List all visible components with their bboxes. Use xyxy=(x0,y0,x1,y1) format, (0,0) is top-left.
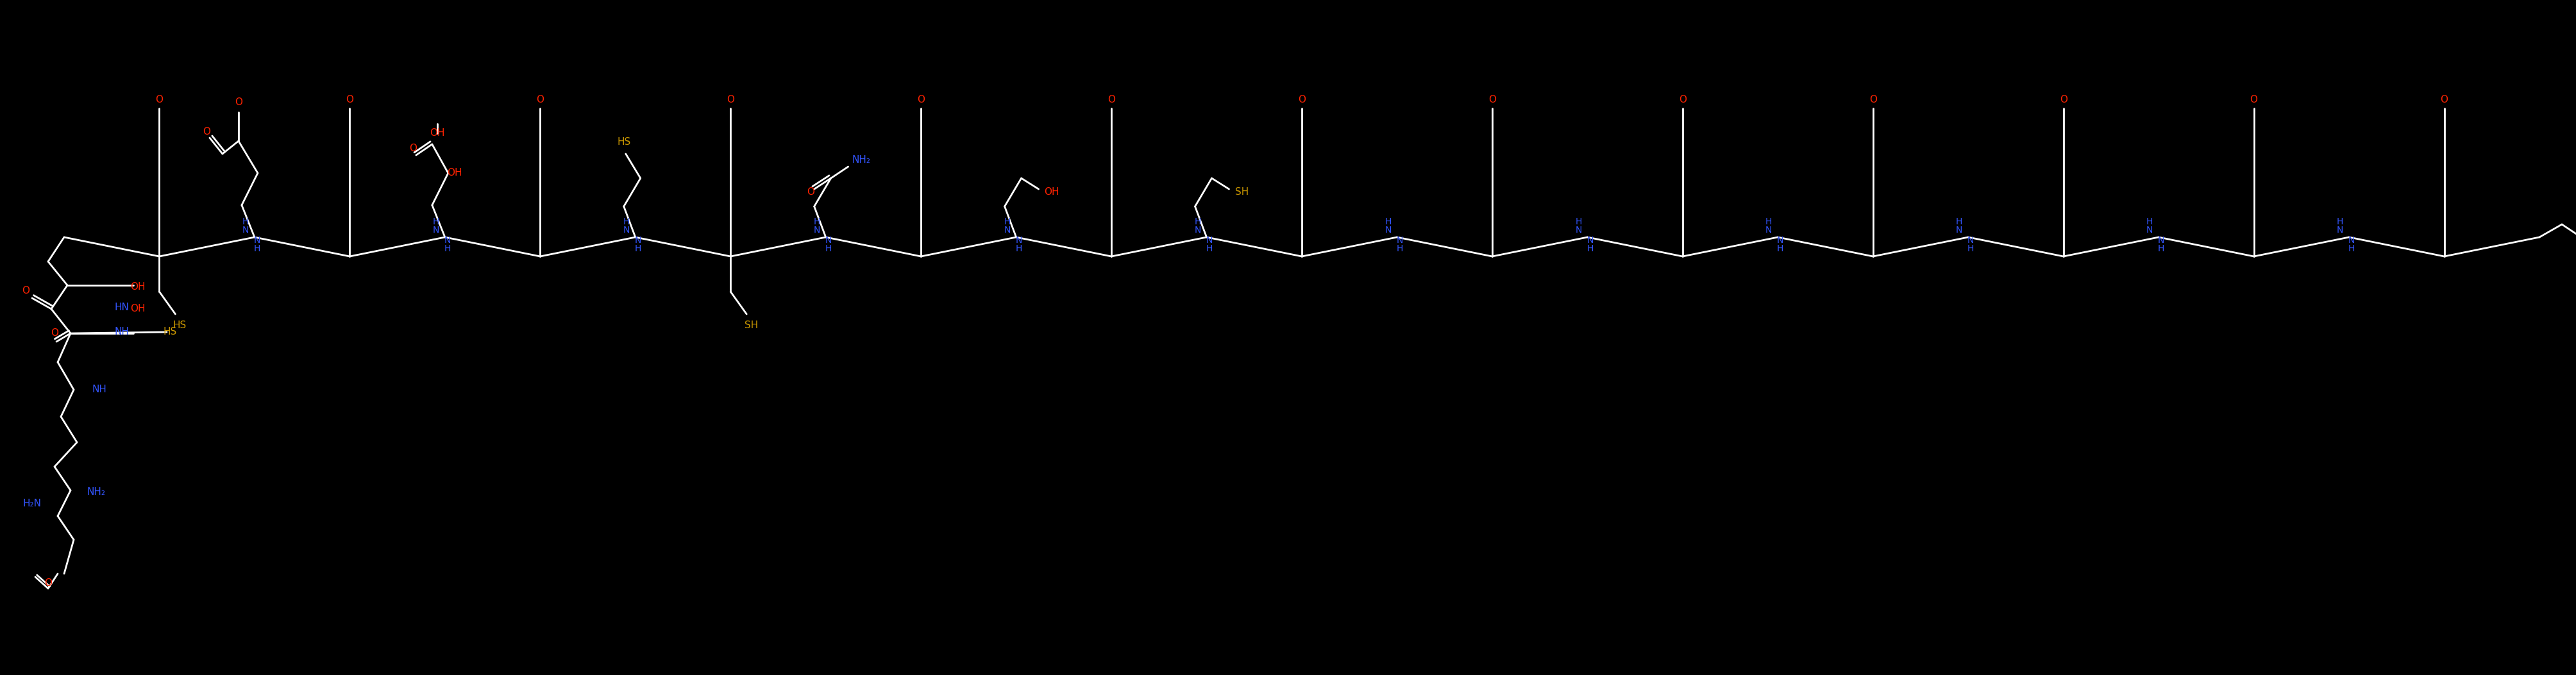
Text: O: O xyxy=(1870,95,1878,104)
Text: H: H xyxy=(2159,244,2164,253)
Text: H: H xyxy=(814,217,819,226)
Text: H: H xyxy=(1386,217,1391,226)
Text: H: H xyxy=(1955,217,1963,226)
Text: N: N xyxy=(1955,225,1963,235)
Text: O: O xyxy=(1298,95,1306,104)
Text: HS: HS xyxy=(618,138,631,147)
Text: NH: NH xyxy=(113,327,129,337)
Text: SH: SH xyxy=(744,321,757,331)
Text: H: H xyxy=(1587,244,1595,253)
Text: N: N xyxy=(2349,236,2354,245)
Text: H: H xyxy=(1396,244,1404,253)
Text: N: N xyxy=(2146,225,2154,235)
Text: N: N xyxy=(433,225,440,235)
Text: H₂N: H₂N xyxy=(23,498,41,508)
Text: O: O xyxy=(1108,95,1115,104)
Text: N: N xyxy=(255,236,260,245)
Text: O: O xyxy=(204,127,211,136)
Text: O: O xyxy=(2249,95,2257,104)
Text: H: H xyxy=(1574,217,1582,226)
Text: N: N xyxy=(1574,225,1582,235)
Text: N: N xyxy=(1005,225,1010,235)
Text: H: H xyxy=(623,217,629,226)
Text: N: N xyxy=(1765,225,1772,235)
Text: OH: OH xyxy=(131,282,144,292)
Text: N: N xyxy=(1396,236,1404,245)
Text: O: O xyxy=(52,329,59,338)
Text: N: N xyxy=(634,236,641,245)
Text: O: O xyxy=(1489,95,1497,104)
Text: H: H xyxy=(1015,244,1023,253)
Text: O: O xyxy=(2061,95,2069,104)
Text: OH: OH xyxy=(448,168,461,178)
Text: N: N xyxy=(1777,236,1783,245)
Text: O: O xyxy=(44,578,52,588)
Text: N: N xyxy=(2336,225,2344,235)
Text: O: O xyxy=(155,95,162,104)
Text: H: H xyxy=(433,217,440,226)
Text: HS: HS xyxy=(173,321,185,331)
Text: O: O xyxy=(917,95,925,104)
Text: HN: HN xyxy=(113,303,129,313)
Text: O: O xyxy=(806,188,814,197)
Text: O: O xyxy=(410,144,417,153)
Text: O: O xyxy=(345,95,353,104)
Text: N: N xyxy=(242,225,250,235)
Text: H: H xyxy=(2349,244,2354,253)
Text: H: H xyxy=(443,244,451,253)
Text: OH: OH xyxy=(131,304,144,314)
Text: OH: OH xyxy=(1043,188,1059,197)
Text: N: N xyxy=(1195,225,1200,235)
Text: N: N xyxy=(1206,236,1213,245)
Text: H: H xyxy=(1206,244,1213,253)
Text: N: N xyxy=(2159,236,2164,245)
Text: O: O xyxy=(536,95,544,104)
Text: H: H xyxy=(1968,244,1973,253)
Text: HS: HS xyxy=(162,327,178,337)
Text: NH₂: NH₂ xyxy=(88,487,106,497)
Text: O: O xyxy=(726,95,734,104)
Text: H: H xyxy=(255,244,260,253)
Text: N: N xyxy=(1386,225,1391,235)
Text: H: H xyxy=(634,244,641,253)
Text: NH₂: NH₂ xyxy=(853,155,871,165)
Text: O: O xyxy=(2439,95,2447,104)
Text: N: N xyxy=(824,236,832,245)
Text: O: O xyxy=(234,98,242,107)
Text: H: H xyxy=(1195,217,1200,226)
Text: H: H xyxy=(1005,217,1010,226)
Text: N: N xyxy=(1015,236,1023,245)
Text: N: N xyxy=(1968,236,1973,245)
Text: O: O xyxy=(1680,95,1687,104)
Text: N: N xyxy=(1587,236,1595,245)
Text: OH: OH xyxy=(430,128,446,138)
Text: N: N xyxy=(623,225,629,235)
Text: SH: SH xyxy=(1234,188,1249,197)
Text: N: N xyxy=(443,236,451,245)
Text: H: H xyxy=(824,244,832,253)
Text: H: H xyxy=(1765,217,1772,226)
Text: N: N xyxy=(814,225,819,235)
Text: O: O xyxy=(21,286,28,295)
Text: H: H xyxy=(242,217,250,226)
Text: NH: NH xyxy=(93,385,106,395)
Text: H: H xyxy=(1777,244,1783,253)
Text: H: H xyxy=(2146,217,2154,226)
Text: H: H xyxy=(2336,217,2344,226)
